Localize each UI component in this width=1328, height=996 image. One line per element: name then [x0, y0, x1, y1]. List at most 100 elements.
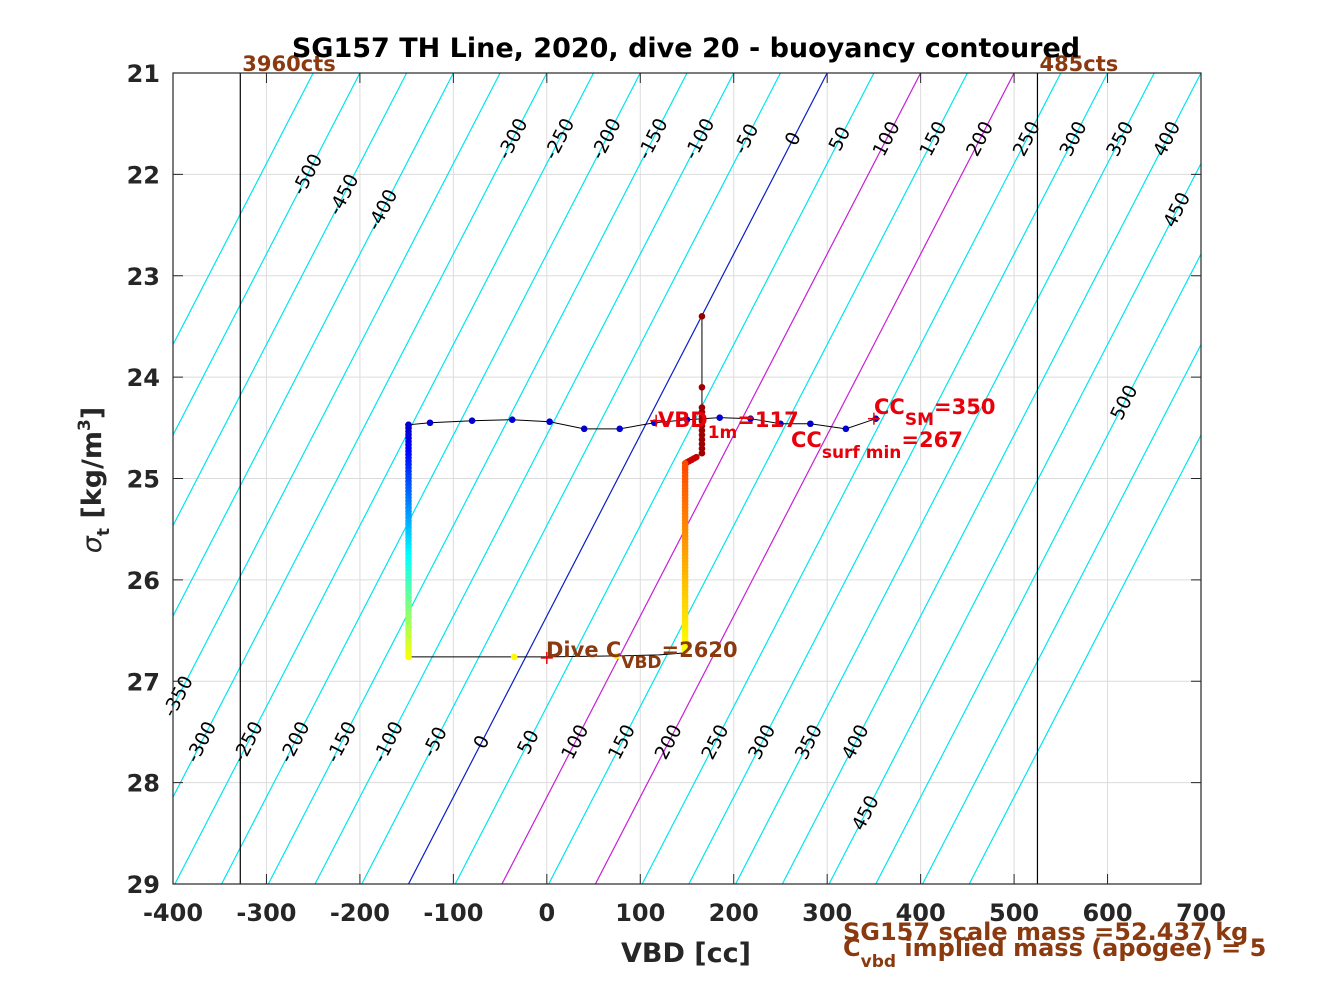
profile-point [546, 418, 553, 426]
vbd-limit-lines: 3960cts 485cts [239, 52, 1118, 884]
contour-line [173, 73, 361, 437]
x-tick-label: 500 [989, 899, 1039, 927]
contour-line [173, 73, 501, 708]
contour-line [594, 73, 1015, 884]
vbd-limit-label: 485cts [1039, 52, 1118, 76]
x-tick-label: 100 [615, 899, 665, 927]
contour-line [875, 252, 1201, 884]
annotation-vbd-1m-value: =117 [737, 408, 798, 432]
profile-point [698, 427, 706, 434]
profile-point [508, 416, 516, 424]
profile-point [698, 408, 706, 416]
profile-point [698, 417, 706, 425]
contour-line [221, 73, 641, 884]
profile-point [426, 419, 434, 427]
y-axis-label-end: ] [77, 407, 108, 419]
annotation-cc-sm: CCSM=350 [874, 395, 995, 430]
profile-point [698, 436, 706, 443]
profile-point [698, 440, 706, 448]
y-tick-label: 28 [127, 770, 160, 798]
y-tick-label: 26 [127, 567, 160, 595]
y-tick-label: 29 [127, 871, 160, 899]
profile-point [468, 417, 476, 425]
profile-point [510, 653, 518, 661]
y-axis-label-symbol: σ [77, 535, 108, 553]
footer-scale-mass: SG157 scale mass =52.437 kg [843, 918, 1248, 946]
contour-line [735, 73, 1155, 884]
contour-line [781, 73, 1201, 884]
chart-title: SG157 TH Line, 2020, dive 20 - buoyancy … [292, 33, 1080, 64]
profile-point [616, 425, 624, 433]
annotation-vbd-1m-base: VBD [658, 408, 708, 432]
annotation-cc-sm-base: CC [874, 395, 905, 419]
contour-line [501, 73, 922, 884]
annotation-cc-surf-min-base: CC [791, 428, 822, 452]
profile-point [698, 313, 706, 320]
contour-line [173, 73, 408, 527]
x-tick-label: 0 [538, 899, 555, 927]
annotation-cc-surf-min-sub: surf min [822, 443, 902, 463]
y-axis-label-sub: t [94, 528, 114, 536]
profile-point [613, 652, 621, 660]
contour-line [548, 73, 968, 884]
annotation-cc-sm-value: =350 [934, 395, 995, 419]
profile-point [747, 415, 754, 422]
contour-line [267, 73, 688, 884]
profile-point [698, 404, 706, 411]
annotation-dive-cvbd-value: =2620 [662, 638, 738, 662]
footer-implied-mass-sub: vbd [861, 952, 896, 972]
vbd-limit-label: 3960cts [242, 52, 335, 76]
y-axis-label-main: [kg/m [77, 431, 108, 528]
profile-point [698, 413, 706, 420]
x-tick-label: 300 [802, 899, 852, 927]
profile-point [405, 421, 412, 429]
contour-line [968, 433, 1201, 884]
x-tick-label: -100 [423, 899, 483, 927]
annotation-vbd-1m: VBD1m=117 [658, 408, 799, 443]
contour-line [314, 73, 735, 884]
x-tick-label: 600 [1082, 899, 1132, 927]
contour-line [454, 73, 875, 884]
x-axis-label: VBD [cc] [621, 938, 751, 969]
y-axis-label-sup: 3 [75, 419, 95, 431]
y-tick-label: 24 [127, 364, 160, 392]
profile-point [807, 420, 814, 428]
profile-point [698, 445, 706, 452]
footer-implied-mass: Cvbd implied mass (apogee) = 5 [843, 934, 1266, 972]
contour-line [173, 73, 454, 618]
x-tick-label: 400 [896, 899, 946, 927]
profile-point [777, 420, 784, 428]
annotation-dive-cvbd-base: Dive C [546, 638, 621, 662]
profile-point [698, 383, 706, 391]
footer-implied-mass-base: C [843, 934, 861, 962]
y-tick-label: 23 [127, 263, 160, 291]
contour-line [173, 73, 548, 799]
x-tick-label: 700 [1176, 899, 1226, 927]
profile-point [683, 416, 691, 424]
x-tick-label: -300 [236, 899, 296, 927]
contour-line [641, 73, 1062, 884]
y-tick-label: 27 [127, 668, 160, 696]
x-tick-label: -400 [143, 899, 203, 927]
contour-line [828, 162, 1201, 884]
axis-ticks: -400 -300 -200 -100 0 100 200 300 400 500 600 700 21… [127, 60, 1226, 927]
annotation-cc-surf-min-value: =267 [901, 428, 962, 452]
profile-point [698, 449, 706, 457]
profile-point [842, 425, 850, 433]
annotation-dive-cvbd: Dive CVBD=2620 [546, 638, 738, 673]
annotation-cc-surf-min: CCsurf min=267 [791, 428, 963, 463]
contour-line [407, 73, 828, 884]
grid-lines [172, 72, 1202, 885]
y-tick-label: 21 [127, 60, 160, 88]
profile-point [698, 422, 706, 430]
profile-point [698, 431, 706, 439]
footer-implied-mass-rest: implied mass (apogee) = 5 [896, 934, 1266, 962]
contour-line [921, 343, 1201, 884]
dive-profile [405, 313, 880, 664]
y-tick-label: 22 [127, 161, 160, 189]
x-tick-label: 200 [709, 899, 759, 927]
profile-point [716, 414, 724, 421]
annotation-vbd-1m-sub: 1m [708, 423, 738, 443]
contour-line [174, 73, 595, 884]
